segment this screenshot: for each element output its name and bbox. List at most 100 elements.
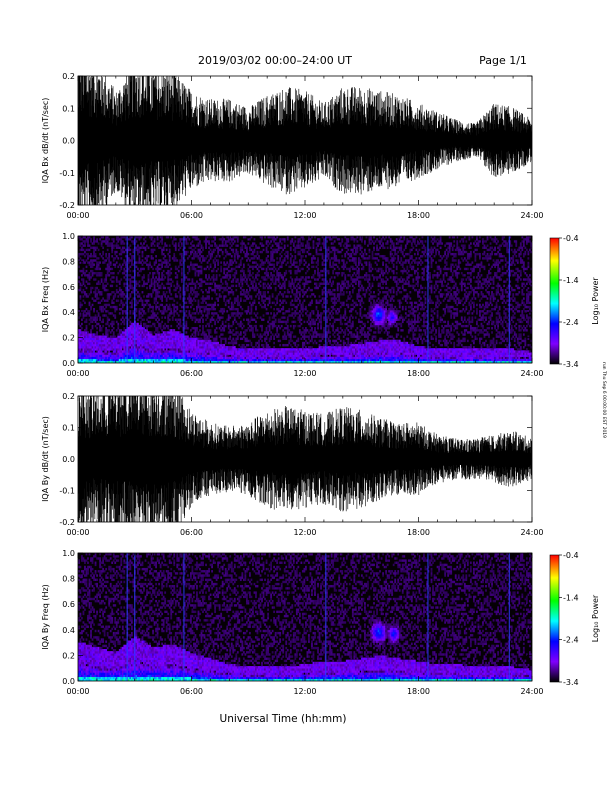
spectrogram-cell — [261, 244, 263, 247]
spectrogram-cell — [171, 356, 174, 360]
spectrogram-cell — [167, 356, 170, 360]
spectrogram-cell — [158, 331, 161, 334]
spectrogram-cell — [256, 271, 259, 275]
spectrogram-cell — [276, 261, 279, 264]
spectrogram-cell — [132, 269, 135, 273]
spectrogram-cell — [249, 360, 251, 363]
spectrogram-cell — [253, 354, 256, 357]
spectrogram-cell — [292, 360, 295, 363]
spectrogram-cell — [150, 348, 153, 351]
spectrogram-cell — [276, 312, 279, 315]
spectrogram-cell — [283, 348, 286, 351]
spectrogram-cell — [283, 343, 286, 347]
spectrogram-cell — [208, 329, 210, 332]
spectrogram-cell — [227, 341, 230, 345]
spectrogram-cell — [305, 312, 307, 315]
spectrogram-cell — [203, 280, 206, 283]
spectrogram-cell — [180, 263, 183, 266]
spectrogram-cell — [149, 335, 151, 338]
spectrogram-cell — [303, 356, 306, 360]
spectrogram-cell — [224, 250, 227, 254]
spectrogram-cell — [118, 337, 121, 341]
spectrogram-cell — [112, 244, 115, 247]
spectrogram-cell — [97, 356, 100, 360]
spectrogram-cell — [297, 238, 300, 241]
spectrogram-cell — [140, 236, 142, 239]
spectrogram-cell — [141, 310, 144, 313]
spectrogram-cell — [185, 327, 188, 330]
spectrogram-cell — [306, 282, 309, 285]
spectrogram-cell — [301, 301, 304, 305]
spectrogram-cell — [143, 242, 145, 245]
spectrogram-cell — [205, 288, 207, 292]
spectrogram-cell — [202, 305, 204, 309]
spectrogram-cell — [230, 301, 233, 305]
spectrogram-cell — [141, 278, 144, 281]
spectrogram-cell — [85, 320, 88, 324]
spectrogram-cell — [259, 356, 262, 360]
spectrogram-cell — [120, 307, 123, 311]
spectrogram-cell — [221, 307, 224, 311]
spectrogram-cell — [311, 360, 313, 363]
spectrogram-cell — [311, 301, 313, 305]
spectrogram-cell — [247, 238, 250, 241]
spectrogram-cell — [78, 358, 80, 362]
spectrogram-cell — [94, 248, 97, 252]
spectrogram-cell — [267, 259, 269, 262]
spectrogram-cell — [217, 250, 220, 254]
spectrogram-cell — [279, 246, 282, 249]
spectrogram-cell — [315, 242, 318, 245]
spectrogram-cell — [188, 358, 191, 362]
spectrogram-cell — [273, 356, 276, 360]
spectrogram-cell — [191, 293, 194, 296]
spectrogram-cell — [188, 354, 191, 357]
spectrogram-cell — [312, 350, 315, 353]
spectrogram-cell — [206, 303, 209, 307]
spectrogram-cell — [268, 337, 271, 341]
spectrogram-cell — [147, 335, 150, 338]
spectrogram-cell — [295, 356, 298, 360]
spectrogram-cell — [256, 341, 259, 345]
spectrogram-cell — [224, 280, 227, 283]
spectrogram-cell — [176, 312, 179, 315]
spectrogram-cell — [164, 354, 167, 357]
spectrogram-cell — [88, 310, 91, 313]
spectrogram-cell — [303, 358, 306, 362]
spectrogram-cell — [171, 350, 174, 353]
spectrogram-cell — [220, 339, 223, 343]
spectrogram-cell — [232, 236, 235, 239]
spectrogram-cell — [229, 329, 232, 332]
spectrogram-cell — [276, 263, 279, 266]
spectrogram-cell — [186, 265, 189, 269]
spectrogram-cell — [82, 269, 85, 273]
spectrogram-cell — [218, 350, 221, 353]
spectrogram-cell — [317, 274, 319, 277]
spectrogram-cell — [81, 284, 83, 288]
spectrogram-cell — [265, 250, 268, 254]
spectrogram-cell — [87, 255, 89, 258]
spectrogram-cell — [215, 276, 218, 279]
spectrogram-cell — [256, 257, 259, 260]
spectrogram-cell — [206, 307, 209, 311]
spectrogram-cell — [203, 337, 206, 341]
spectrogram-cell — [158, 354, 161, 357]
spectrogram-cell — [182, 358, 185, 362]
spectrogram-cell — [264, 286, 266, 290]
spectrogram-cell — [235, 271, 238, 275]
spectrogram-cell — [241, 322, 244, 326]
spectrogram-cell — [292, 358, 295, 362]
spectrogram-cell — [250, 352, 253, 355]
spectrogram-cell — [115, 358, 118, 362]
spectrogram-cell — [179, 288, 182, 292]
spectrogram-cell — [259, 250, 262, 254]
spectrogram-cell — [205, 341, 207, 345]
spectrogram-cell — [267, 265, 269, 269]
spectrogram-cell — [280, 274, 283, 277]
spectrogram-cell — [159, 297, 162, 300]
spectrogram-cell — [295, 307, 298, 311]
spectrogram-cell — [127, 348, 130, 351]
spectrogram-cell — [294, 246, 297, 249]
spectrogram-cell — [194, 337, 197, 341]
spectrogram-cell — [268, 350, 271, 353]
spectrogram-cell — [106, 339, 109, 343]
